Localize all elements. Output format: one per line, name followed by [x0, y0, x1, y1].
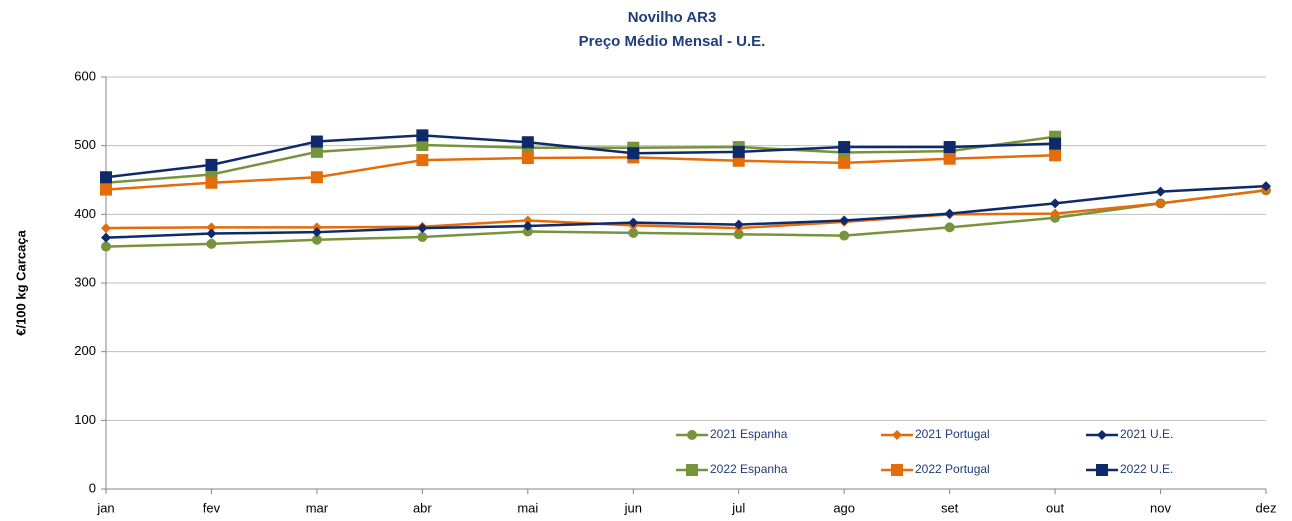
point	[311, 227, 322, 238]
series-line	[105, 189, 1267, 248]
point	[733, 229, 744, 240]
point	[310, 145, 323, 158]
point	[628, 217, 639, 228]
point	[1261, 181, 1271, 192]
legend-item: 2022 U.E.	[1086, 462, 1173, 476]
point	[1049, 149, 1062, 162]
y-tick-label: 0	[89, 480, 96, 495]
chart-title: Novilho AR3	[628, 9, 717, 26]
point	[417, 223, 428, 234]
series-line	[105, 189, 1267, 230]
point	[100, 171, 112, 184]
point	[733, 219, 744, 230]
y-tick-label: 300	[74, 274, 96, 289]
x-tick-label: out	[1046, 500, 1064, 515]
x-tick-label: nov	[1150, 500, 1171, 515]
point	[522, 221, 533, 232]
point	[628, 227, 639, 238]
legend-label: 2022 U.E.	[1120, 462, 1173, 476]
point	[943, 152, 956, 165]
point	[101, 241, 111, 252]
x-tick-label: dez	[1256, 500, 1277, 515]
y-tick-label: 600	[74, 68, 96, 83]
legend-item: 2022 Espanha	[676, 462, 788, 476]
x-tick-label: ago	[833, 500, 855, 515]
point	[944, 222, 955, 233]
x-tick-label: jul	[731, 500, 745, 515]
point	[416, 129, 429, 142]
series-line	[105, 154, 1056, 191]
point	[206, 228, 217, 239]
point	[732, 145, 745, 158]
point	[206, 222, 217, 233]
chart-subtitle: Preço Médio Mensal - U.E.	[579, 33, 766, 50]
point	[944, 208, 955, 219]
y-axis-label: €/100 kg Carcaça	[13, 229, 28, 335]
legend-marker	[686, 464, 698, 476]
point	[205, 176, 218, 189]
point	[100, 183, 112, 196]
y-tick-label: 200	[74, 343, 96, 358]
legend-item: 2021 U.E.	[1086, 427, 1173, 441]
point	[101, 232, 111, 243]
point	[838, 156, 851, 169]
x-tick-label: jun	[624, 500, 642, 515]
legend-item: 2021 Portugal	[881, 427, 990, 441]
x-tick-label: mai	[517, 500, 538, 515]
point	[1049, 137, 1062, 150]
legend-label: 2022 Espanha	[710, 462, 788, 476]
point	[101, 223, 111, 234]
x-tick-label: fev	[203, 500, 221, 515]
legend-label: 2021 Espanha	[710, 427, 788, 441]
x-tick-label: abr	[413, 500, 432, 515]
point	[522, 215, 533, 226]
y-tick-label: 400	[74, 206, 96, 221]
legend-marker	[1096, 464, 1108, 476]
point	[521, 136, 534, 149]
point	[627, 147, 640, 160]
y-tick-label: 500	[74, 137, 96, 152]
legend-label: 2022 Portugal	[915, 462, 990, 476]
point	[310, 135, 323, 148]
x-tick-label: mar	[306, 500, 329, 515]
point	[1050, 198, 1061, 209]
y-tick-label: 100	[74, 412, 96, 427]
point	[1155, 198, 1166, 209]
point	[416, 154, 429, 167]
legend-marker	[892, 430, 902, 440]
series-line	[105, 134, 1056, 179]
point	[838, 141, 851, 154]
legend-marker	[1097, 430, 1107, 440]
point	[205, 158, 218, 171]
legend-label: 2021 U.E.	[1120, 427, 1173, 441]
x-tick-label: set	[941, 500, 959, 515]
point	[1050, 208, 1061, 219]
point	[311, 234, 322, 245]
series-line	[105, 184, 1267, 239]
point	[839, 230, 850, 241]
point	[839, 215, 850, 226]
point	[1155, 186, 1166, 197]
legend-item: 2022 Portugal	[881, 462, 990, 476]
point	[522, 226, 533, 237]
point	[943, 141, 956, 154]
legend-item: 2021 Espanha	[676, 427, 788, 441]
point	[310, 171, 323, 184]
point	[417, 231, 428, 242]
point	[416, 138, 429, 151]
point	[521, 152, 534, 165]
legend-marker	[687, 430, 697, 440]
point	[206, 238, 217, 249]
x-tick-label: jan	[96, 500, 114, 515]
legend-label: 2021 Portugal	[915, 427, 990, 441]
legend-marker	[891, 464, 903, 476]
